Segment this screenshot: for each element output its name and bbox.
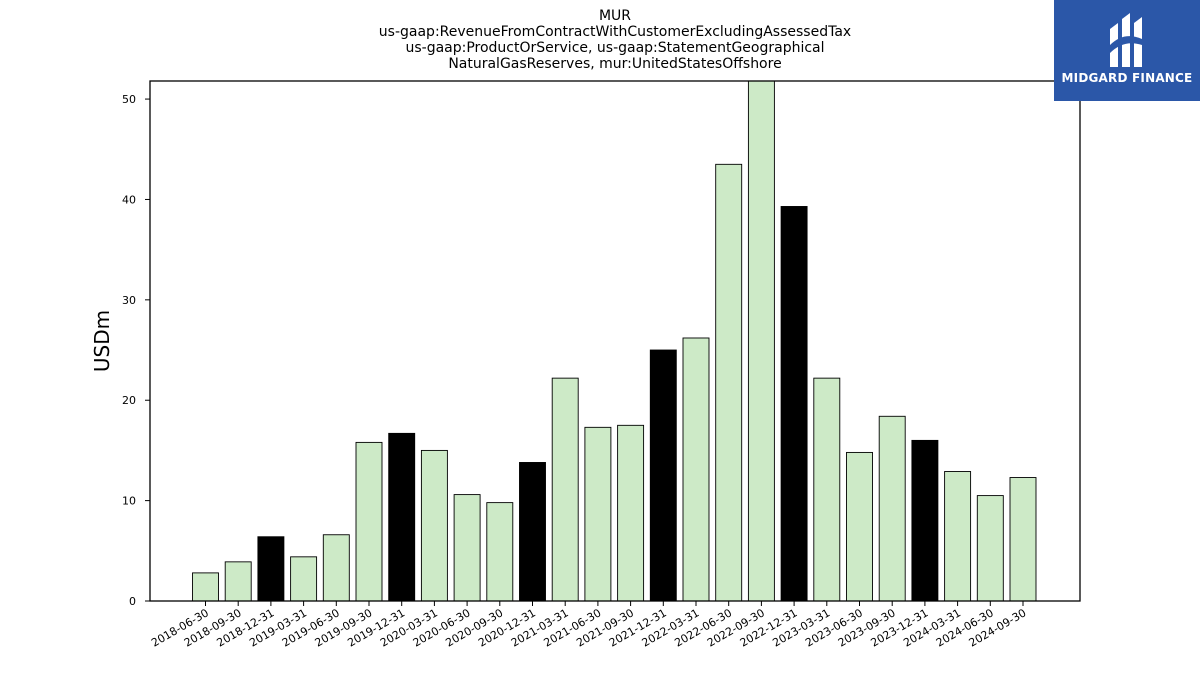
bar: [551, 377, 579, 602]
bar: [355, 441, 383, 602]
midgard-logo-icon: [1110, 13, 1142, 67]
bar: [715, 163, 743, 602]
x-axis: 2018-06-302018-09-302018-12-312019-03-31…: [149, 601, 1029, 650]
bar: [944, 471, 972, 602]
bar: [224, 561, 252, 602]
y-tick-label: 10: [122, 495, 136, 508]
y-axis-label: USDm: [90, 310, 114, 372]
bar: [1009, 477, 1037, 602]
bar: [976, 495, 1004, 602]
bar: [192, 572, 219, 602]
chart-title-line: us-gaap:RevenueFromContractWithCustomerE…: [379, 24, 851, 40]
bar: [388, 432, 416, 602]
logo-text: MIDGARD FINANCE: [1061, 71, 1193, 85]
plot-frame: [149, 80, 1081, 602]
bar: [257, 536, 285, 602]
y-tick-label: 0: [129, 595, 136, 608]
bar: [747, 80, 775, 602]
bar: [846, 451, 873, 602]
bar: [780, 206, 808, 602]
bar: [322, 534, 350, 602]
chart-title-line: us-gaap:ProductOrService, us-gaap:Statem…: [405, 40, 824, 56]
bar: [878, 415, 906, 602]
bar: [584, 426, 612, 602]
bar: [682, 337, 710, 602]
y-tick-label: 50: [122, 93, 136, 106]
bar: [290, 556, 318, 602]
bar: [617, 424, 645, 602]
bar: [649, 349, 677, 602]
chart-title: MURus-gaap:RevenueFromContractWithCustom…: [379, 8, 851, 72]
chart-title-line: NaturalGasReserves, mur:UnitedStatesOffs…: [448, 56, 781, 72]
bar: [420, 449, 448, 602]
bar: [486, 502, 514, 602]
bar: [519, 462, 546, 602]
y-axis: 0 10 20 30 40 50: [122, 93, 150, 608]
bars-group: [192, 80, 1037, 602]
bar: [911, 439, 939, 602]
midgard-finance-logo: MIDGARD FINANCE: [1054, 0, 1200, 101]
y-tick-label: 30: [122, 294, 136, 307]
bar: [453, 494, 481, 602]
bar: [813, 377, 841, 602]
y-tick-label: 40: [122, 193, 136, 206]
y-tick-label: 20: [122, 394, 136, 407]
chart-title-line: MUR: [599, 8, 631, 24]
